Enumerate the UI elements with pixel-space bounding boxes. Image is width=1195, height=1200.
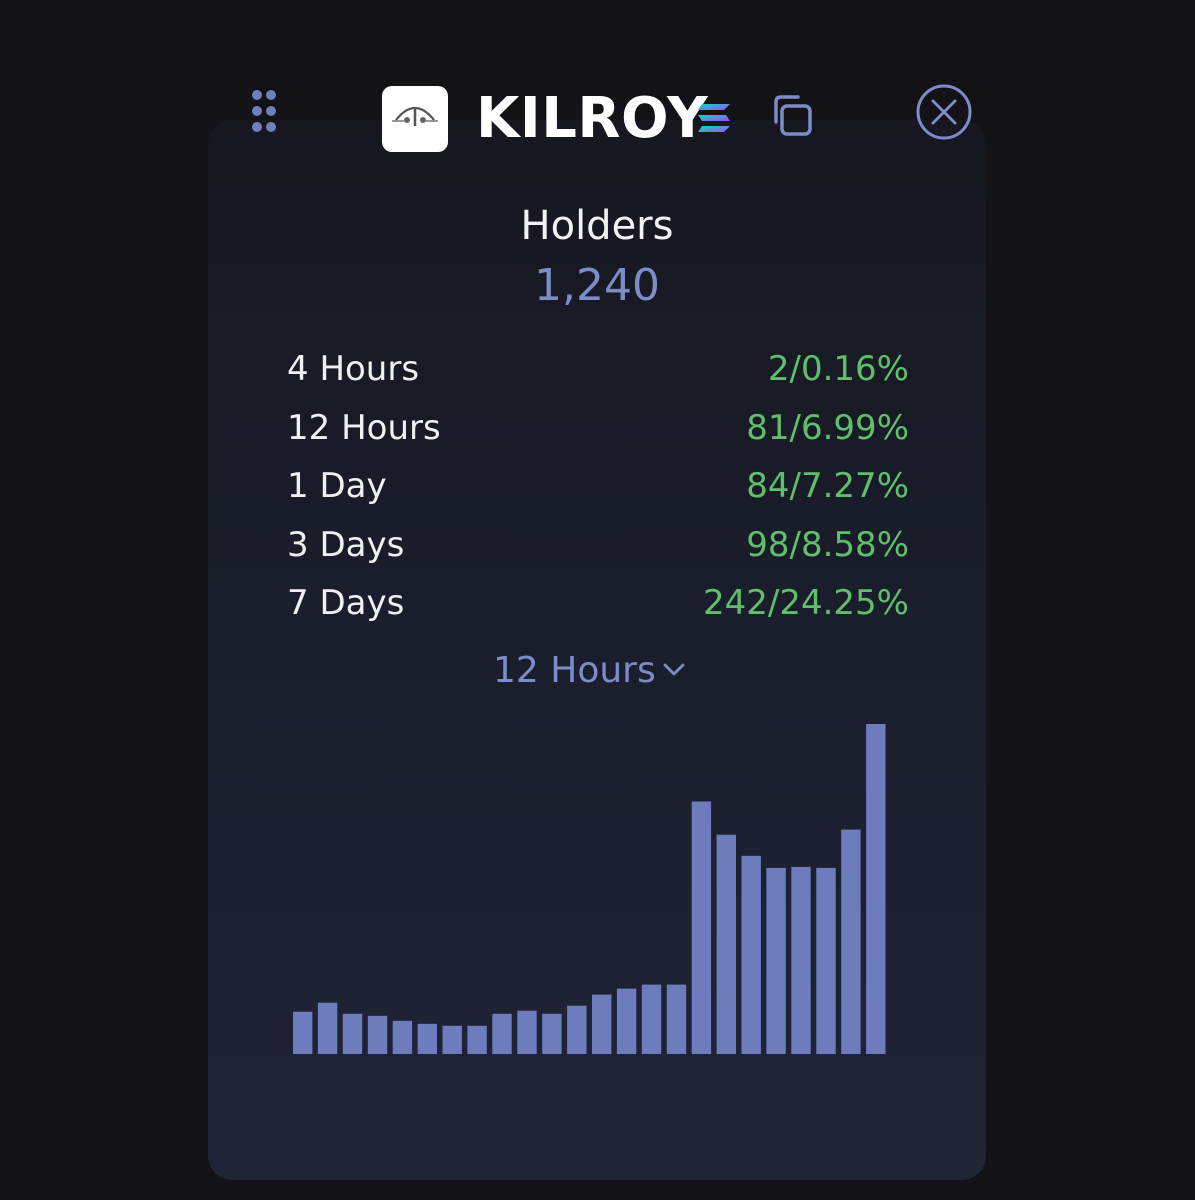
stat-row-3d: 3 Days 98/8.58% (287, 520, 909, 579)
stat-row-12h: 12 Hours 81/6.99% (287, 403, 909, 462)
stat-change: 98/8.58% (746, 524, 909, 565)
period-dropdown[interactable]: 12 Hours (490, 646, 710, 696)
chart-bar (641, 984, 662, 1054)
chart-bar (317, 1002, 338, 1054)
chart-bar (741, 855, 761, 1054)
chart-bar (392, 1020, 413, 1054)
chart-bar (293, 1011, 313, 1054)
chart-bar (542, 1013, 562, 1054)
chart-bar (442, 1025, 462, 1054)
chart-bar (766, 867, 786, 1054)
stat-period: 7 Days (287, 583, 405, 623)
stat-row-1d: 1 Day 84/7.27% (287, 461, 909, 520)
stat-period: 12 Hours (287, 407, 441, 448)
stat-change: 2/0.16% (767, 349, 909, 389)
copy-icon[interactable] (768, 92, 814, 138)
stat-row-4h: 4 Hours 2/0.16% (287, 344, 909, 403)
chart-bar (592, 994, 612, 1054)
period-dropdown-label: 12 Hours (493, 650, 656, 691)
drag-dot (252, 106, 262, 116)
token-logo (382, 86, 448, 152)
chart-bar (492, 1013, 512, 1054)
chart-bar (816, 867, 836, 1054)
chart-bar (791, 866, 811, 1054)
chart-bar (342, 1013, 363, 1054)
close-icon[interactable] (914, 82, 974, 142)
chart-bar (666, 984, 687, 1054)
chart-bar (616, 988, 637, 1054)
chart-bar (467, 1025, 487, 1054)
holders-title: Holders (520, 203, 674, 249)
solana-icon (696, 102, 732, 134)
stat-change: 242/24.25% (703, 583, 909, 623)
stat-period: 4 Hours (287, 349, 420, 389)
token-logo-image (392, 106, 438, 126)
stat-period: 3 Days (287, 524, 405, 565)
drag-dot (266, 122, 276, 132)
holders-count: 1,240 (534, 260, 660, 311)
chart-bar (841, 829, 861, 1054)
drag-dot (252, 122, 262, 132)
chart-bar (567, 1005, 587, 1054)
stat-change: 84/7.27% (746, 466, 909, 506)
drag-handle-icon[interactable] (250, 88, 280, 136)
chart-bar (691, 801, 712, 1054)
chart-bar (367, 1015, 388, 1054)
chart-bar (866, 724, 886, 1054)
stat-period: 1 Day (287, 466, 387, 506)
stat-row-7d: 7 Days 242/24.25% (287, 578, 909, 637)
token-name: KILROY (476, 86, 709, 151)
chevron-down-icon (663, 663, 685, 676)
holders-bar-chart (293, 724, 886, 1054)
chart-bar (417, 1023, 437, 1054)
stat-change: 81/6.99% (746, 407, 909, 448)
drag-dot (252, 90, 262, 100)
holder-change-list: 4 Hours 2/0.16% 12 Hours 81/6.99% 1 Day … (287, 344, 909, 637)
chart-bar (716, 834, 736, 1054)
drag-dot (266, 106, 276, 116)
drag-dot (266, 90, 276, 100)
chart-bar (517, 1010, 537, 1054)
